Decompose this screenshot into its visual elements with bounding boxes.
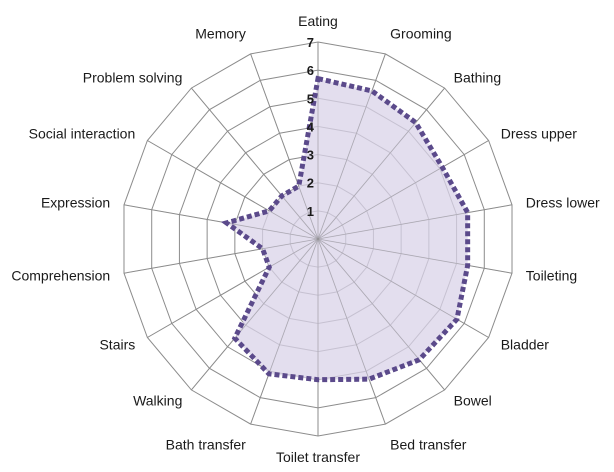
grid-spoke-overlay [317,238,489,338]
category-label: Bladder [501,337,550,353]
category-label: Stairs [99,337,135,353]
category-label: Dress lower [526,194,600,210]
category-label: Bed transfer [390,436,467,452]
tick-label: 2 [307,176,314,191]
grid-spoke-overlay [191,238,319,391]
category-label: Expression [41,194,110,210]
grid-spoke-overlay [317,238,386,425]
category-labels: Eating Grooming Bathing Dress upper Dress lo… [11,13,600,465]
tick-label: 5 [307,91,314,106]
grid-spoke-overlay [250,53,319,240]
grid-spoke-overlay [317,87,445,240]
tick-label: 1 [307,204,314,219]
tick-label: 6 [307,63,314,78]
category-label: Bath transfer [166,436,246,452]
tick-label: 7 [307,35,314,50]
radar-series [123,42,513,436]
tick-label: 4 [307,119,315,134]
category-label: Social interaction [29,126,136,142]
grid-spoke-overlay [147,140,319,240]
grid-spoke-overlay [317,53,386,240]
grid-spoke-overlay [191,87,319,240]
series-area [226,78,468,380]
category-label: Toileting [526,268,577,284]
radial-tick-labels: 1 2 3 4 5 6 7 [307,35,315,219]
category-label: Comprehension [11,268,110,284]
category-label: Bowel [454,393,492,409]
grid-spoke-overlay [317,140,489,240]
grid-spoke-overlay [317,238,445,391]
category-label: Toilet transfer [276,449,360,465]
category-label: Dress upper [501,126,578,142]
category-label: Grooming [390,26,451,42]
grid-spoke-overlay [317,204,513,240]
grid-spoke-overlay [123,238,319,274]
category-label: Bathing [454,69,501,85]
grid-spoke-overlay [147,238,319,338]
grid-spoke-overlay [250,238,319,425]
tick-label: 3 [307,148,314,163]
category-label: Problem solving [83,69,183,85]
grid-spoke-overlay [317,238,513,274]
category-label: Eating [298,13,338,29]
category-label: Memory [195,26,246,42]
category-label: Walking [133,393,182,409]
